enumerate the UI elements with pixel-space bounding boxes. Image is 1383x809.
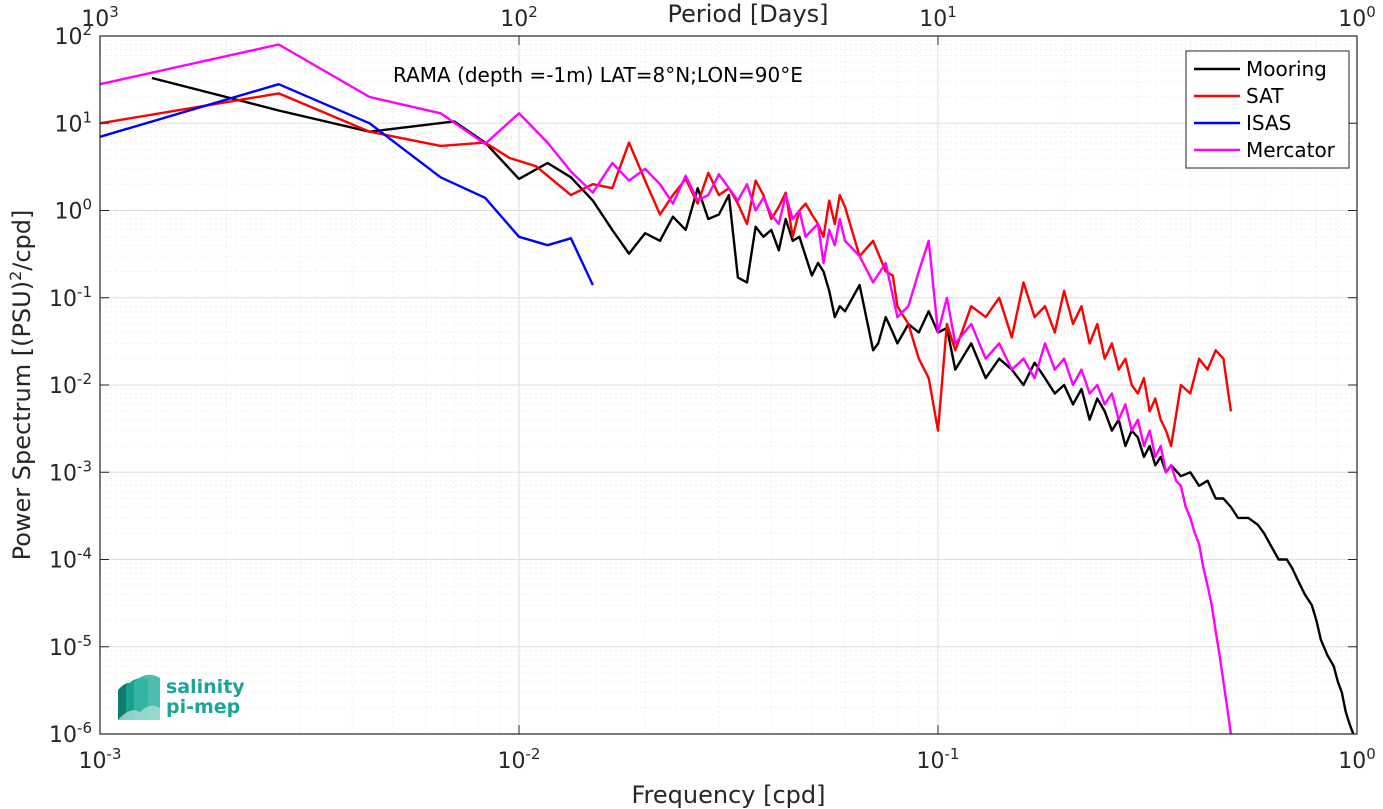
- salinity-pi-mep-logo: salinity pi-mep: [118, 674, 245, 720]
- series-line-mercator: [99, 43, 1233, 735]
- y-axis-label: Power Spectrum [(PSU)2/cpd]: [6, 210, 37, 561]
- legend-label-mercator: Mercator: [1246, 138, 1336, 162]
- top-tick-label: 100: [1338, 3, 1376, 32]
- top-tick-label: 101: [919, 3, 957, 32]
- x-tick-label: 100: [1338, 745, 1376, 774]
- legend-box: [1185, 50, 1350, 169]
- series-line-mooring: [151, 76, 1355, 735]
- legend-label-isas: ISAS: [1246, 111, 1291, 135]
- series-lines: [99, 43, 1355, 735]
- logo-text-salinity: salinity: [166, 676, 245, 698]
- y-axis-label-exponent: 2: [6, 271, 25, 281]
- station-annotation: RAMA (depth =-1m) LAT=8°N;LON=90°E: [393, 63, 803, 87]
- top-tick-label: 103: [81, 3, 119, 32]
- x-axis-label: Frequency [cpd]: [631, 781, 825, 809]
- x-tick-label: 10-3: [79, 745, 122, 774]
- y-tick-label: 10-2: [49, 370, 92, 399]
- logo-waves-icon: [118, 674, 160, 720]
- legend-item-isas: ISAS: [1194, 111, 1291, 135]
- y-tick-label: 10-6: [49, 719, 92, 748]
- legend-item-sat: SAT: [1194, 84, 1284, 108]
- legend-item-mooring: Mooring: [1194, 57, 1327, 81]
- x-tick-label: 10-2: [498, 745, 541, 774]
- legend: Mooring SAT ISAS Mercator: [1185, 50, 1350, 169]
- y-axis-label-suffix: /cpd]: [8, 210, 36, 271]
- y-tick-label: 101: [54, 108, 92, 137]
- y-tick-label: 10-5: [49, 632, 92, 661]
- x-tick-label: 10-1: [917, 745, 960, 774]
- y-tick-label: 10-1: [49, 283, 92, 312]
- legend-label-sat: SAT: [1246, 84, 1284, 108]
- series-line-isas: [99, 82, 594, 286]
- y-axis-label-main: Power Spectrum [(PSU): [8, 281, 36, 560]
- top-tick-label: 102: [500, 3, 538, 32]
- legend-item-mercator: Mercator: [1194, 138, 1336, 162]
- y-tick-label: 10-3: [49, 457, 92, 486]
- series-line-sat: [99, 92, 1233, 448]
- y-tick-label: 100: [54, 196, 92, 225]
- y-tick-label: 102: [54, 21, 92, 50]
- legend-label-mooring: Mooring: [1246, 57, 1327, 81]
- logo-text-pi-mep: pi-mep: [166, 696, 240, 718]
- y-tick-label: 10-4: [49, 545, 92, 574]
- top-axis-label: Period [Days]: [667, 0, 828, 28]
